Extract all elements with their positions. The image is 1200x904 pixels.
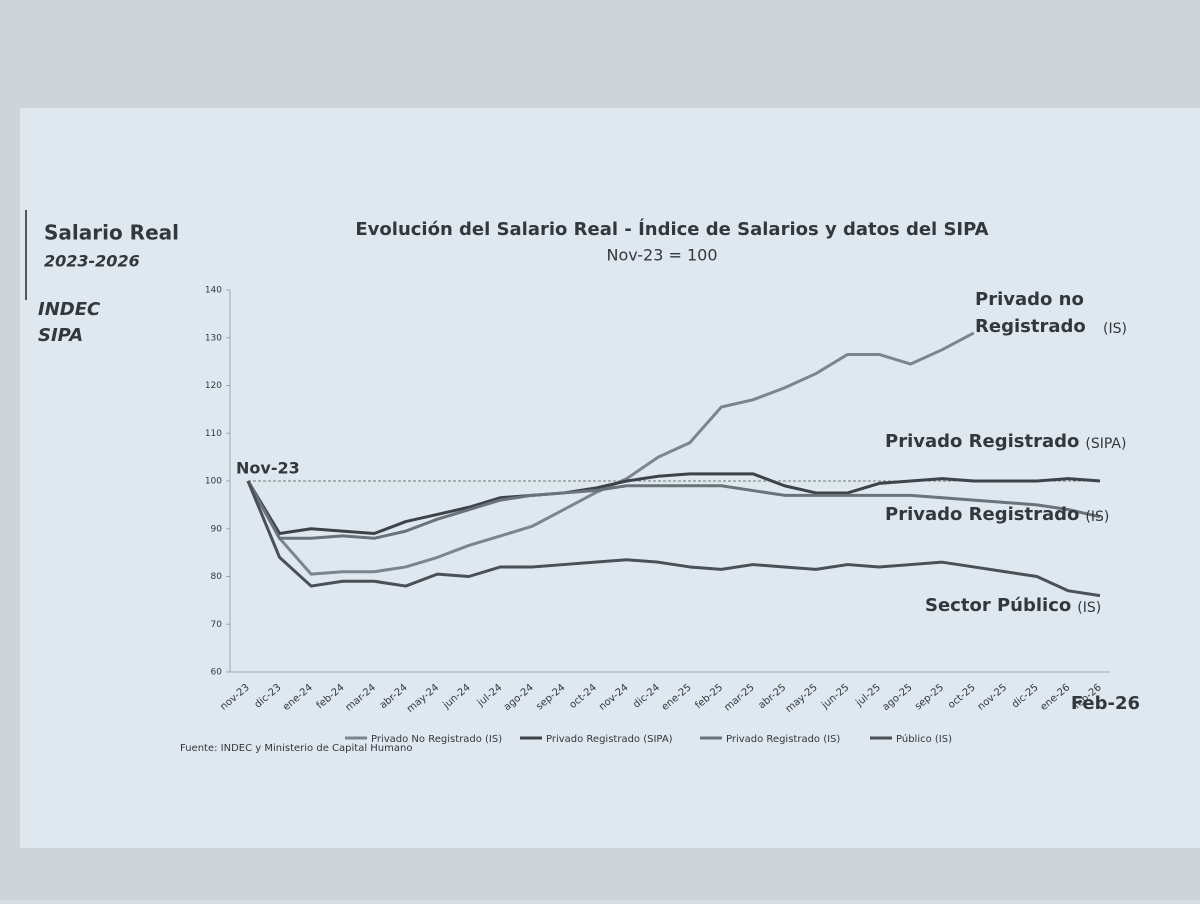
series-label-note: (IS) [1085, 509, 1109, 525]
sidebar-source: SIPA [38, 325, 83, 346]
y-tick-label: 120 [205, 381, 222, 391]
end-label: Feb-26 [1071, 693, 1140, 714]
y-tick-label: 110 [205, 429, 222, 439]
legend-label: Privado Registrado (IS) [726, 734, 840, 745]
series-label: Privado Registrado [885, 431, 1079, 452]
legend-label: Privado Registrado (SIPA) [546, 734, 673, 745]
source-note: Fuente: INDEC y Ministerio de Capital Hu… [180, 743, 412, 754]
series-label: Privado no [975, 289, 1084, 310]
start-label: Nov-23 [236, 459, 300, 478]
y-tick-label: 130 [205, 333, 222, 343]
series-label-note: (IS) [1103, 321, 1127, 337]
series-label: Sector Público [925, 595, 1071, 616]
y-tick-label: 100 [205, 477, 222, 487]
chart-subtitle: Nov-23 = 100 [606, 246, 717, 265]
series-label: Privado Registrado [885, 504, 1079, 525]
y-tick-label: 70 [211, 620, 223, 630]
slide [20, 108, 1200, 848]
sidebar-source: INDEC [38, 299, 101, 320]
y-tick-label: 140 [205, 286, 222, 296]
chart-title: Evolución del Salario Real - Índice de S… [355, 218, 988, 240]
legend-label: Público (IS) [896, 733, 952, 745]
sidebar-title: Salario Real [44, 221, 179, 245]
sidebar-period: 2023-2026 [44, 252, 140, 271]
series-label-note: (SIPA) [1085, 436, 1126, 452]
legend-label: Privado No Registrado (IS) [371, 734, 502, 745]
y-tick-label: 90 [211, 524, 223, 534]
y-tick-label: 60 [211, 668, 223, 678]
series-line [246, 480, 1101, 598]
series-line [246, 472, 1101, 536]
series-label-note: (IS) [1077, 600, 1101, 616]
y-tick-label: 80 [211, 572, 223, 582]
series-label: Registrado [975, 316, 1086, 337]
series-line [246, 480, 1101, 540]
